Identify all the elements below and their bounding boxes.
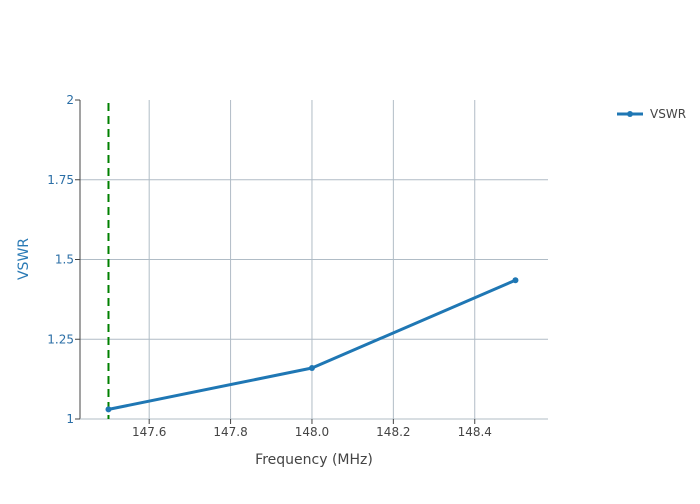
y-tick-label: 1.5	[55, 253, 74, 267]
ticks: 1 1.25 1.5 1.75 2 147.6 147.8 148.0 148.2 148.4	[47, 93, 492, 439]
legend-swatch-marker	[627, 111, 633, 117]
x-axis-title: Frequency (MHz)	[255, 452, 373, 468]
x-tick-label: 148.4	[458, 425, 492, 439]
y-tick-label: 1.25	[47, 332, 74, 346]
y-axis-title: VSWR	[16, 238, 32, 280]
legend-label: VSWR	[650, 107, 686, 121]
y-tick-label: 1.75	[47, 173, 74, 187]
x-tick-label: 148.2	[376, 425, 410, 439]
x-tick-label: 147.6	[132, 425, 166, 439]
legend[interactable]: VSWR	[617, 107, 686, 121]
x-tick-label: 147.8	[213, 425, 247, 439]
y-tick-label: 1	[66, 412, 74, 426]
data-point[interactable]	[105, 406, 112, 413]
data-point[interactable]	[308, 364, 315, 371]
data-point[interactable]	[512, 277, 519, 284]
x-tick-label: 148.0	[295, 425, 329, 439]
y-tick-label: 2	[66, 93, 74, 107]
grid	[80, 100, 548, 419]
series	[105, 277, 519, 413]
